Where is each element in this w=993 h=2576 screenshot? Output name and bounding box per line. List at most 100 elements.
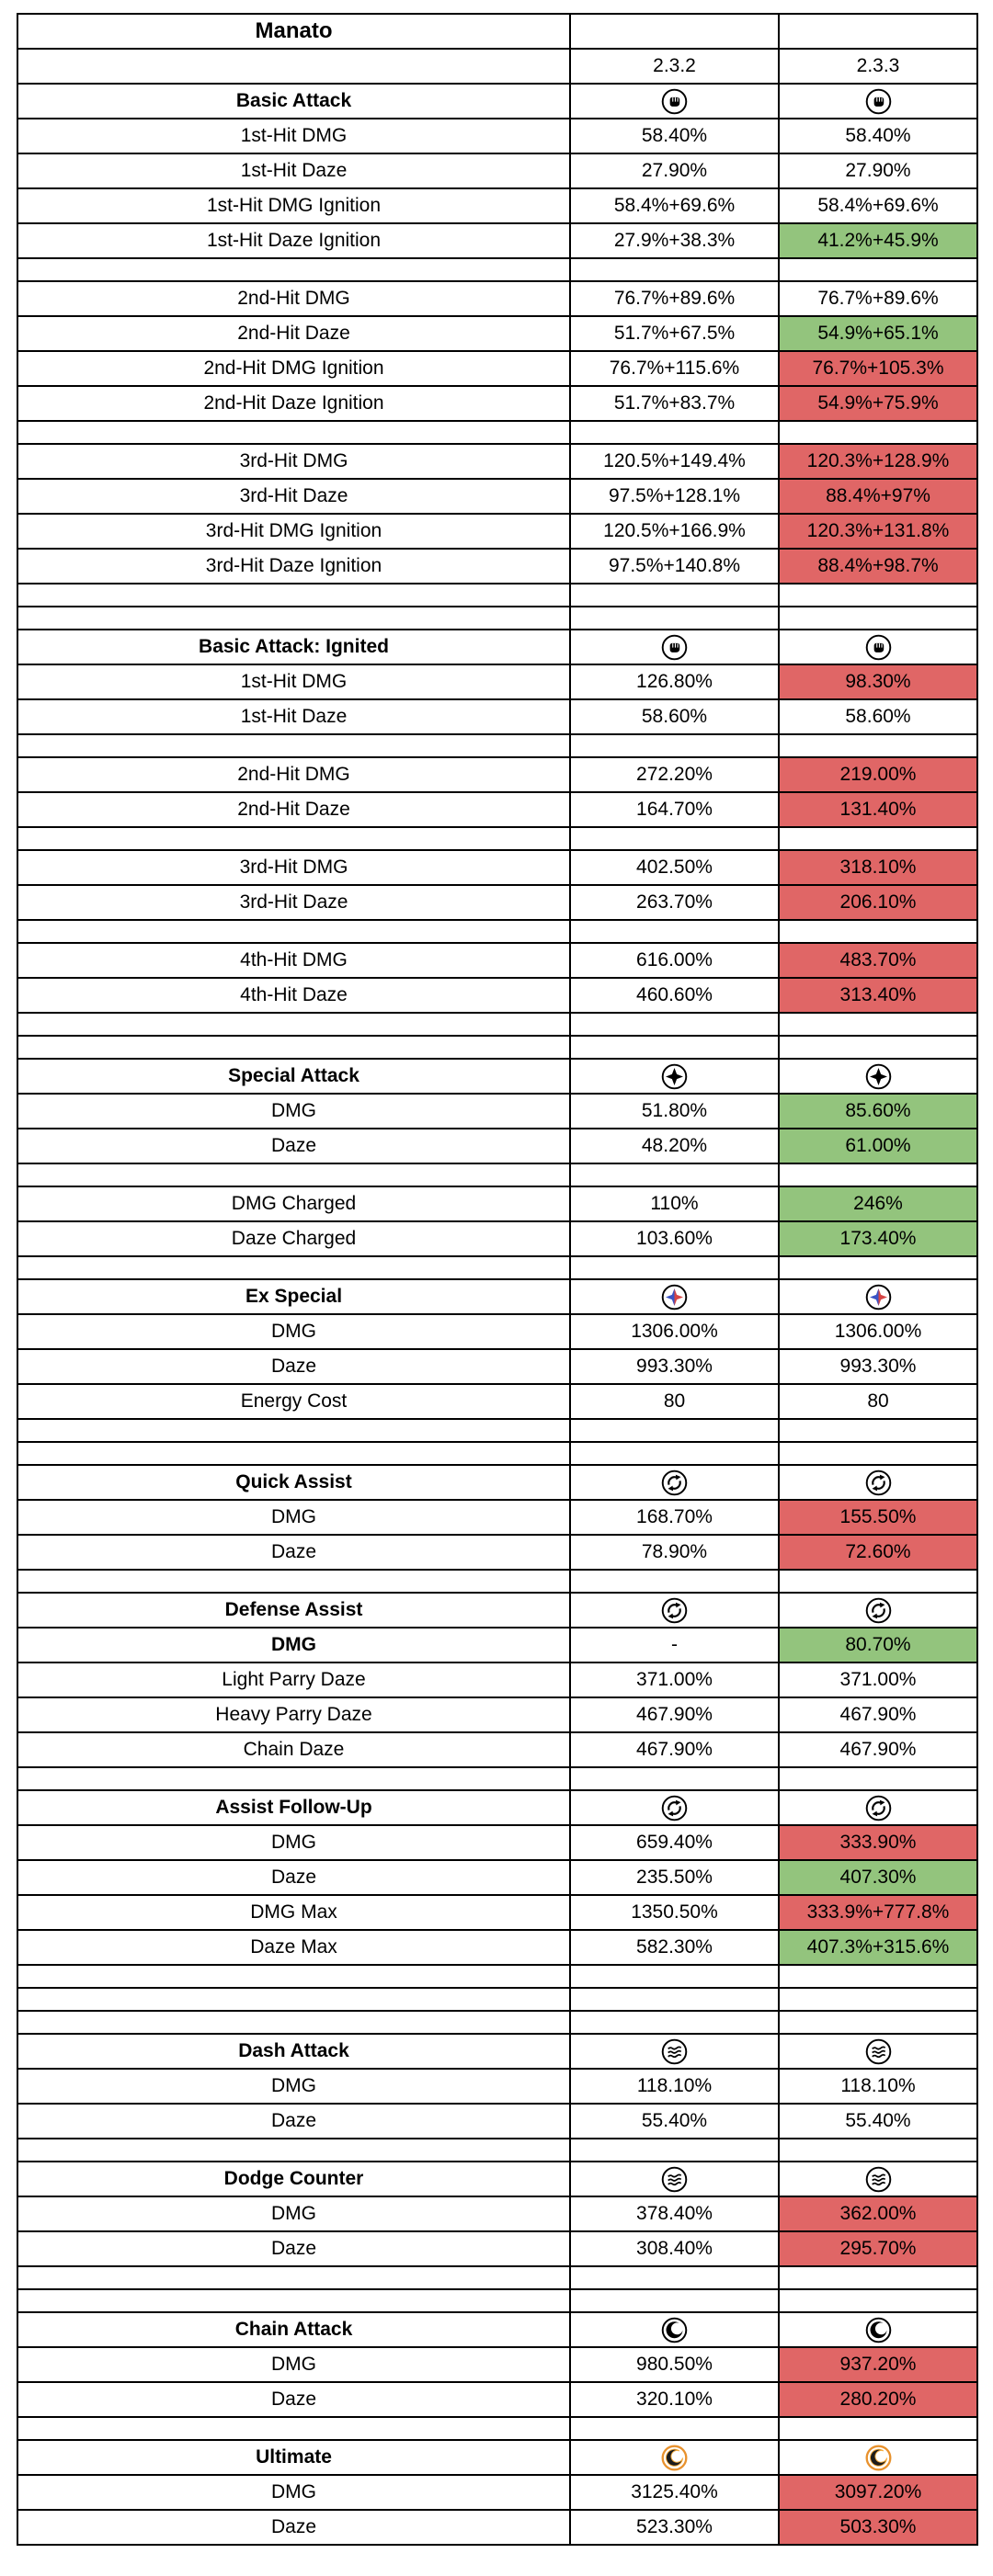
old-value: 103.60%	[569, 1220, 780, 1257]
stat-label: 4th-Hit DMG	[17, 942, 571, 979]
stat-label: 1st-Hit DMG	[17, 118, 571, 154]
basic-attack-icon	[660, 633, 689, 662]
spacer-row	[17, 606, 978, 630]
stat-label: Daze	[17, 1348, 571, 1385]
spacer-cell	[17, 2288, 571, 2313]
old-value: 1350.50%	[569, 1894, 780, 1931]
section-row: Chain Attack	[17, 2311, 978, 2348]
stat-row: Daze Max 582.30% 407.3%+315.6%	[17, 1929, 978, 1966]
section-header: Chain Attack	[17, 2311, 571, 2348]
stat-table-body: Manato 2.3.2 2.3.3 Basic Attack 1st-Hit DMG 5…	[17, 13, 978, 2546]
stat-label: DMG	[17, 2068, 571, 2105]
stat-label: DMG Max	[17, 1894, 571, 1931]
spacer-cell	[778, 2010, 978, 2035]
spacer-cell	[569, 1569, 780, 1594]
stat-label: 1st-Hit Daze	[17, 153, 571, 189]
new-value: 27.90%	[778, 153, 978, 189]
old-value: 51.7%+83.7%	[569, 385, 780, 422]
new-value: 155.50%	[778, 1499, 978, 1536]
spacer-cell	[569, 1418, 780, 1443]
stat-row: 1st-Hit Daze Ignition 27.9%+38.3% 41.2%+45…	[17, 222, 978, 259]
spacer-row	[17, 1964, 978, 1989]
stat-row: Daze 308.40% 295.70%	[17, 2230, 978, 2267]
special-attack-icon	[864, 1062, 893, 1091]
section-row: Basic Attack: Ignited	[17, 629, 978, 665]
stat-row: Daze 55.40% 55.40%	[17, 2103, 978, 2139]
old-icon-cell	[569, 2439, 780, 2476]
old-icon-cell	[569, 1058, 780, 1095]
new-value: 3097.20%	[778, 2474, 978, 2511]
spacer-cell	[17, 1569, 571, 1594]
spacer-cell	[569, 606, 780, 630]
stat-label: DMG	[17, 2474, 571, 2511]
new-value: 58.60%	[778, 698, 978, 735]
stat-row: 4th-Hit DMG 616.00% 483.70%	[17, 942, 978, 979]
stat-label: DMG	[17, 2346, 571, 2383]
stat-label: DMG	[17, 1627, 571, 1663]
spacer-cell	[17, 733, 571, 758]
spacer-cell	[569, 733, 780, 758]
spacer-row	[17, 1012, 978, 1037]
old-value: 55.40%	[569, 2103, 780, 2139]
stat-row: 3rd-Hit DMG Ignition 120.5%+166.9% 120.3%+…	[17, 513, 978, 550]
old-value: 110%	[569, 1186, 780, 1222]
ex-special-icon	[864, 1283, 893, 1311]
new-value: 58.40%	[778, 118, 978, 154]
old-value: 235.50%	[569, 1859, 780, 1896]
spacer-cell	[569, 1035, 780, 1060]
stat-label: Daze	[17, 1534, 571, 1571]
spacer-row	[17, 1163, 978, 1187]
stat-label: 2nd-Hit Daze	[17, 791, 571, 828]
section-row: Dodge Counter	[17, 2161, 978, 2197]
spacer-cell	[17, 1163, 571, 1187]
old-value: 58.40%	[569, 118, 780, 154]
spacer-cell	[778, 1035, 978, 1060]
new-icon-cell	[778, 2439, 978, 2476]
new-icon-cell	[778, 83, 978, 119]
stat-row: DMG 1306.00% 1306.00%	[17, 1313, 978, 1350]
stat-row: Energy Cost 80 80	[17, 1383, 978, 1420]
stat-label: 4th-Hit Daze	[17, 977, 571, 1014]
section-header: Ultimate	[17, 2439, 571, 2476]
stat-label: 1st-Hit DMG	[17, 664, 571, 700]
spacer-cell	[569, 919, 780, 944]
spacer-cell	[569, 1964, 780, 1989]
new-value: 937.20%	[778, 2346, 978, 2383]
old-value: 97.5%+140.8%	[569, 548, 780, 584]
spacer-cell	[17, 257, 571, 282]
stat-label: 2nd-Hit Daze Ignition	[17, 385, 571, 422]
stat-label: Daze	[17, 1128, 571, 1164]
old-icon-cell	[569, 1278, 780, 1315]
stat-table: Manato 2.3.2 2.3.3 Basic Attack 1st-Hit DMG 5…	[17, 13, 978, 2546]
spacer-row	[17, 919, 978, 944]
new-value: 80.70%	[778, 1627, 978, 1663]
spacer-cell	[569, 2138, 780, 2162]
stat-label: DMG	[17, 1824, 571, 1861]
spacer-row	[17, 2416, 978, 2441]
spacer-cell	[778, 1418, 978, 1443]
old-value: 76.7%+115.6%	[569, 350, 780, 387]
new-value: 407.3%+315.6%	[778, 1929, 978, 1966]
new-value: 407.30%	[778, 1859, 978, 1896]
new-icon-cell	[778, 1464, 978, 1501]
new-value: 118.10%	[778, 2068, 978, 2105]
new-value: 219.00%	[778, 756, 978, 793]
old-value: 120.5%+166.9%	[569, 513, 780, 550]
old-value: 659.40%	[569, 1824, 780, 1861]
section-row: Defense Assist	[17, 1592, 978, 1628]
new-value: 280.20%	[778, 2381, 978, 2418]
section-header: Defense Assist	[17, 1592, 571, 1628]
spacer-cell	[569, 2010, 780, 2035]
spacer-row	[17, 2138, 978, 2162]
new-icon-cell	[778, 1278, 978, 1315]
old-value: 118.10%	[569, 2068, 780, 2105]
dash-attack-icon	[864, 2037, 893, 2066]
stat-label: Daze Max	[17, 1929, 571, 1966]
stat-row: Heavy Parry Daze 467.90% 467.90%	[17, 1697, 978, 1733]
spacer-cell	[569, 1255, 780, 1280]
old-value: 378.40%	[569, 2196, 780, 2232]
spacer-row	[17, 733, 978, 758]
stat-row: Daze 78.90% 72.60%	[17, 1534, 978, 1571]
section-row: Dash Attack	[17, 2033, 978, 2070]
spacer-row	[17, 2010, 978, 2035]
